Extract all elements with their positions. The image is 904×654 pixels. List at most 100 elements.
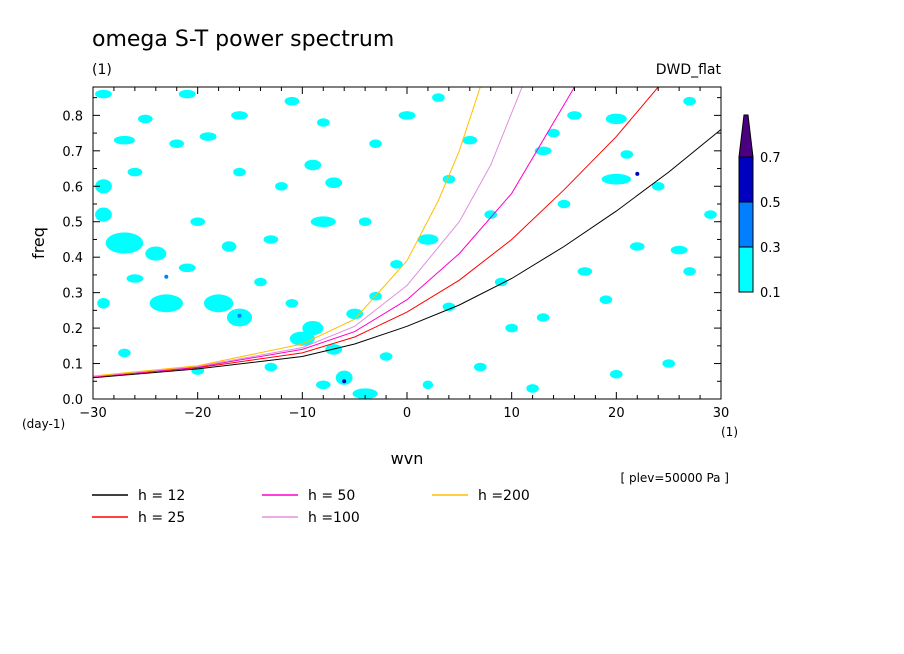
- colorbar-segment: [738, 156, 754, 203]
- colorbar-level-label: 0.7: [760, 151, 781, 166]
- contour-patch: [526, 384, 539, 393]
- contour-patch: [316, 380, 331, 390]
- contour-patch: [169, 139, 184, 148]
- contour-patch: [95, 207, 112, 222]
- contour-patch: [231, 111, 248, 120]
- y-tick-label: 0.3: [62, 287, 83, 302]
- contour-patch: [95, 89, 112, 99]
- contour-patch: [203, 294, 234, 313]
- contour-patch: [505, 323, 518, 333]
- contour-patch: [484, 210, 498, 219]
- contour-patch: [547, 128, 560, 138]
- contour-patch: [651, 182, 665, 191]
- contour-patch: [630, 242, 645, 251]
- y-tick-label: 0.0: [62, 393, 83, 408]
- color-scale-bar: 0.1 0.3 0.5 0.7: [738, 114, 781, 301]
- dispersion-curve: [93, 129, 721, 379]
- contour-patch: [264, 362, 278, 372]
- chart-title: omega S-T power spectrum: [92, 27, 394, 52]
- contour-patch: [557, 199, 571, 209]
- y-tick-label: 0.5: [62, 216, 83, 231]
- x-tick-label: 30: [713, 406, 730, 421]
- contour-patch: [254, 277, 267, 287]
- contour-patch: [534, 146, 552, 156]
- contour-patch: [599, 295, 613, 305]
- x-tick-label: −20: [184, 406, 211, 421]
- x-tick-label: 20: [608, 406, 625, 421]
- contour-patch: [304, 159, 322, 171]
- contour-patch: [275, 182, 288, 191]
- contour-patch: [494, 277, 508, 287]
- dispersion-curve: [93, 87, 523, 377]
- legend-label: h = 50: [308, 488, 355, 504]
- x-tick-label: −10: [289, 406, 316, 421]
- contour-patch: [390, 260, 403, 269]
- contour-patch: [126, 274, 144, 283]
- contour-patch: [178, 89, 196, 99]
- contour-patch: [369, 139, 382, 148]
- contour-patch: [233, 167, 246, 177]
- contour-patch: [442, 174, 456, 184]
- y-tick-label: 0.1: [62, 358, 83, 373]
- contour-patch: [620, 150, 634, 159]
- contour-patch: [474, 362, 487, 372]
- contour-peak: [164, 274, 169, 279]
- contour-patch: [605, 113, 627, 125]
- contour-patch: [95, 179, 112, 194]
- contour-patch: [199, 132, 217, 141]
- contour-patch: [417, 234, 439, 245]
- contour-patch: [263, 235, 279, 244]
- legend-label: h = 25: [138, 510, 185, 526]
- curve-legend: h = 12 h = 25 h = 50 h =100 h =200: [92, 488, 530, 526]
- contour-peak: [342, 379, 347, 384]
- contour-patch: [113, 135, 135, 145]
- contour-patch: [683, 96, 696, 106]
- y-tick-label: 0.7: [62, 145, 83, 160]
- legend-label: h =100: [308, 510, 360, 526]
- colorbar-segment: [738, 201, 754, 248]
- contour-patch: [567, 111, 582, 120]
- colorbar-overflow-triangle: [738, 114, 754, 158]
- dispersion-curve: [93, 87, 481, 377]
- contour-patch: [704, 210, 717, 219]
- y-unit-label: (day-1): [22, 417, 65, 431]
- contour-patch: [610, 369, 623, 379]
- contour-patch: [662, 359, 675, 368]
- contour-patch: [432, 93, 445, 102]
- contour-field: [95, 89, 717, 399]
- chart-subtitle: (1): [92, 62, 112, 78]
- y-tick-label: 0.4: [62, 251, 83, 266]
- dispersion-curve: [93, 87, 575, 378]
- contour-patch: [317, 118, 330, 127]
- contour-patch: [462, 135, 478, 145]
- dispersion-curve: [93, 87, 659, 378]
- legend-label: h =200: [478, 488, 530, 504]
- contour-patch: [190, 217, 205, 226]
- contour-patch: [683, 267, 696, 276]
- y-tick-label: 0.2: [62, 322, 83, 337]
- contour-patch: [398, 111, 416, 120]
- contour-patch: [358, 217, 372, 226]
- contour-patch: [127, 167, 143, 177]
- contour-peak: [635, 171, 640, 176]
- contour-patch: [118, 348, 131, 358]
- plot-frame: [92, 86, 722, 400]
- contour-patch: [352, 388, 378, 399]
- x-axis-label: wvn: [391, 449, 424, 468]
- contour-patch: [577, 267, 593, 276]
- contour-patch: [289, 331, 315, 346]
- model-label: DWD_flat: [656, 62, 722, 78]
- colorbar-level-label: 0.5: [760, 196, 781, 211]
- contour-patch: [285, 299, 299, 308]
- contour-peak: [237, 313, 242, 318]
- legend-label: h = 12: [138, 488, 185, 504]
- x-tick-label: −30: [79, 406, 106, 421]
- colorbar-segment: [738, 246, 754, 293]
- contour-patch: [138, 114, 153, 124]
- y-tick-label: 0.8: [62, 109, 83, 124]
- contour-patch: [97, 298, 110, 309]
- contour-patch: [536, 313, 550, 322]
- contour-patch: [310, 216, 336, 227]
- contour-patch: [670, 245, 688, 255]
